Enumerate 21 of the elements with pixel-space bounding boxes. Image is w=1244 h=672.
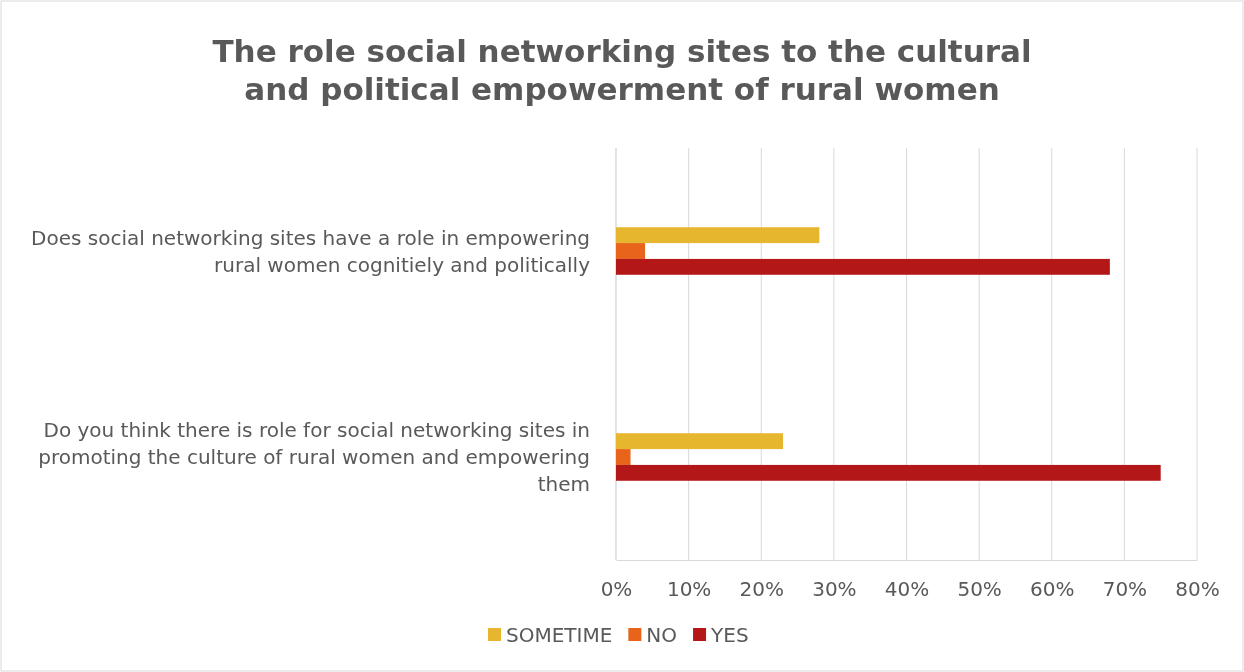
legend-label: NO <box>646 623 678 647</box>
bar <box>616 258 1110 275</box>
x-tick-label: 0% <box>600 577 633 602</box>
bar <box>616 227 820 244</box>
bar <box>616 433 784 450</box>
chart-title: The role social networking sites to the cultural and political empowerment of rural women <box>212 33 1032 107</box>
bar <box>616 449 631 465</box>
y-tick-label: Do you think there is role for social networking sites in promoting the culture of rural women and empowering them <box>38 418 590 496</box>
x-tick-label: 80% <box>1175 577 1220 602</box>
bar <box>616 464 1161 481</box>
x-tick-label: 40% <box>884 577 930 602</box>
y-tick-label: Does social networking sites have a role in empowering rural women cognitiely and politically <box>31 225 591 277</box>
bar <box>616 243 646 259</box>
legend-label: SOMETIME <box>506 623 613 647</box>
x-tick-label: 20% <box>739 577 784 602</box>
legend-label: YES <box>710 623 749 647</box>
x-tick-label: 60% <box>1030 577 1075 602</box>
x-tick-label: 30% <box>812 577 857 602</box>
x-tick-label: 10% <box>666 577 712 602</box>
x-tick-label: 50% <box>957 577 1002 602</box>
x-tick-label: 70% <box>1102 577 1148 602</box>
